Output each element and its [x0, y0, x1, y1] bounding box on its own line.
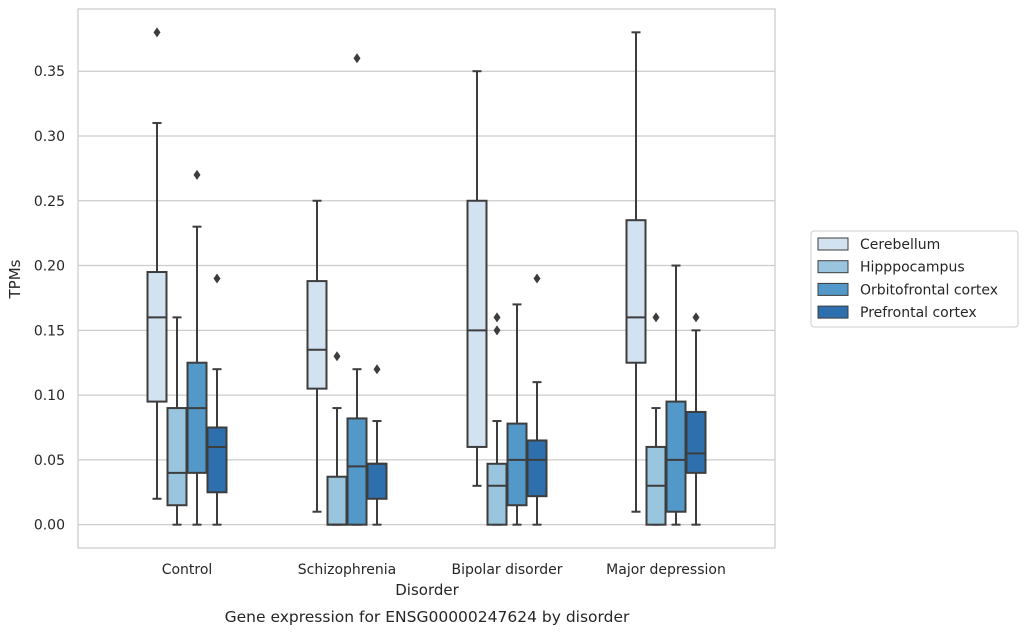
- legend-label: Hipppocampus: [860, 260, 965, 276]
- box-body: [366, 462, 388, 500]
- box-body: [146, 271, 168, 403]
- outlier-point: [533, 273, 541, 284]
- y-tick-label: 0.25: [34, 194, 65, 210]
- y-tick-label: 0.05: [34, 453, 65, 469]
- legend-swatch: [817, 282, 849, 296]
- box-hipppocampus: [326, 351, 348, 526]
- legend-item: Cerebellum: [817, 237, 940, 253]
- y-tick-labels: 0.00 0.05 0.10 0.15 0.20 0.25 0.30 0.35: [34, 64, 65, 533]
- x-tick-labels: Control Schizophrenia Bipolar disorder Majo…: [162, 562, 726, 578]
- box-hipppocampus: [486, 312, 508, 526]
- y-tick-label: 0.00: [34, 518, 65, 534]
- y-axis-title: TPMs: [6, 259, 24, 299]
- outlier-point: [373, 364, 381, 375]
- y-tick-label: 0.30: [34, 129, 65, 145]
- box-body: [186, 361, 208, 474]
- x-tick-label: Schizophrenia: [298, 562, 396, 578]
- legend-item: Hipppocampus: [817, 260, 965, 276]
- outlier-point: [692, 312, 700, 323]
- box-cerebellum: [306, 199, 328, 513]
- box-body: [685, 410, 707, 474]
- box-orbitofrontal-cortex: [346, 53, 368, 526]
- legend-swatch: [817, 237, 849, 251]
- x-tick-label: Control: [162, 562, 213, 578]
- y-tick-label: 0.20: [34, 259, 65, 275]
- legend-item: Orbitofrontal cortex: [817, 282, 998, 298]
- box-body: [166, 407, 188, 507]
- legend-label: Orbitofrontal cortex: [860, 282, 998, 298]
- box-prefrontal-cortex: [526, 273, 548, 526]
- x-axis-title: Disorder: [395, 581, 459, 599]
- y-tick-label: 0.10: [34, 388, 65, 404]
- outlier-point: [213, 273, 221, 284]
- box-orbitofrontal-cortex: [506, 303, 528, 526]
- outlier-point: [353, 53, 361, 64]
- outlier-point: [153, 27, 161, 38]
- box-cerebellum: [146, 27, 168, 500]
- box-body: [506, 422, 528, 507]
- box-body: [326, 475, 348, 526]
- box-body: [526, 439, 548, 498]
- box-body: [625, 219, 647, 364]
- box-prefrontal-cortex: [366, 364, 388, 526]
- y-tick-label: 0.35: [34, 64, 65, 80]
- legend-item: Prefrontal cortex: [817, 305, 977, 321]
- x-tick-label: Bipolar disorder: [451, 562, 562, 578]
- plot-frame: [77, 8, 776, 549]
- box-cerebellum: [466, 70, 488, 487]
- outlier-point: [493, 312, 501, 323]
- legend: Cerebellum Hipppocampus Orbitofrontal cort…: [810, 230, 1019, 328]
- legend-swatch: [817, 305, 849, 319]
- y-tick-label: 0.15: [34, 323, 65, 339]
- x-tick-label: Major depression: [606, 562, 726, 578]
- box-plot-area: [146, 27, 707, 526]
- box-body: [306, 280, 328, 390]
- box-prefrontal-cortex: [206, 273, 228, 526]
- chart-caption: Gene expression for ENSG00000247624 by d…: [225, 608, 630, 626]
- box-body: [346, 417, 368, 526]
- legend-frame: [810, 230, 1019, 328]
- box-body: [466, 199, 488, 448]
- box-cerebellum: [625, 31, 647, 513]
- box-body: [665, 400, 687, 513]
- legend-label: Prefrontal cortex: [860, 305, 977, 321]
- box-hipppocampus: [645, 312, 667, 526]
- box-prefrontal-cortex: [685, 312, 707, 526]
- box-orbitofrontal-cortex: [186, 169, 208, 526]
- box-body: [206, 426, 228, 494]
- outlier-point: [493, 325, 501, 336]
- outlier-point: [652, 312, 660, 323]
- box-hipppocampus: [166, 316, 188, 526]
- box-body: [486, 462, 508, 526]
- outlier-point: [193, 169, 201, 180]
- legend-label: Cerebellum: [860, 237, 940, 253]
- outlier-point: [333, 351, 341, 362]
- legend-swatch: [817, 260, 849, 274]
